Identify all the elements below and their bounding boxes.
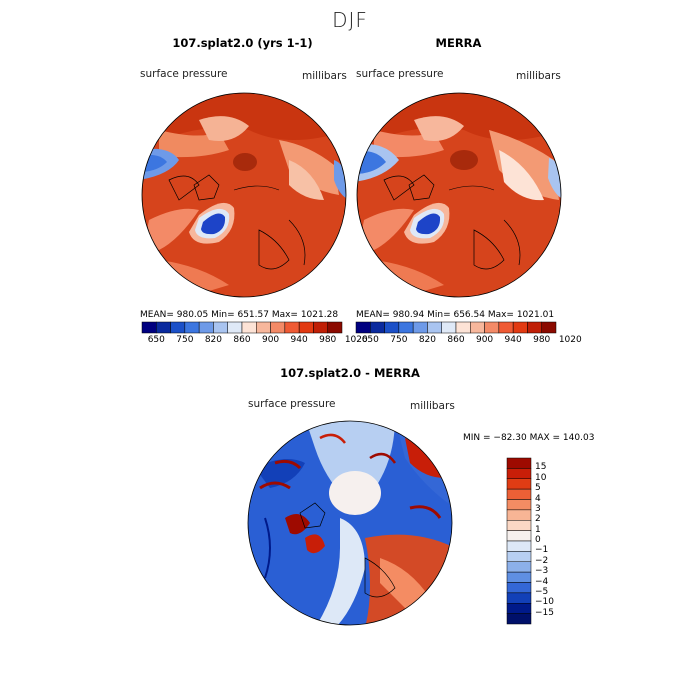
colorbar-obs-tick-label: 900 xyxy=(475,335,494,345)
colorbar-obs-swatch xyxy=(527,321,542,334)
colorbar-difference-swatch xyxy=(506,530,532,542)
colorbar-model-tick-label: 1020 xyxy=(344,335,368,345)
polar-map-difference xyxy=(247,420,453,626)
colorbar-difference-swatch xyxy=(506,582,532,594)
colorbar-obs-swatch xyxy=(384,321,400,334)
colorbar-obs-swatch xyxy=(470,321,485,334)
colorbar-difference-tick-label: 4 xyxy=(535,493,541,504)
colorbar-model-swatch xyxy=(213,321,228,334)
colorbar-obs-swatch xyxy=(370,321,385,334)
colorbar-obs-swatch xyxy=(541,321,557,334)
colorbar-model-swatch xyxy=(298,321,314,334)
pressure-high-center xyxy=(233,153,257,171)
colorbar-obs-swatch xyxy=(427,321,442,334)
panel-title-model: 107.splat2.0 (yrs 1-1) xyxy=(172,36,313,50)
season-title: DJF xyxy=(332,8,368,32)
colorbar-model-swatch xyxy=(313,321,328,334)
colorbar-model-tick-label: 750 xyxy=(176,335,194,345)
colorbar-difference-tick-label: 2 xyxy=(535,514,541,525)
colorbar-difference-tick-label: 3 xyxy=(535,503,541,514)
colorbar-model-tick-label: 650 xyxy=(147,335,165,345)
colorbar-model-swatch xyxy=(327,321,343,334)
colorbar-model-tick-label: 940 xyxy=(290,335,308,345)
colorbar-model-swatch xyxy=(241,321,257,334)
diff-stats: MIN = −82.30 MAX = 140.03 xyxy=(463,433,595,443)
colorbar-model-swatch xyxy=(227,321,243,334)
diff-title: 107.splat2.0 - MERRA xyxy=(280,366,420,380)
colorbar-obs-tick-label: 750 xyxy=(390,335,408,345)
panel-units-model: millibars xyxy=(302,70,347,82)
colorbar-difference-tick-label: 10 xyxy=(535,472,547,483)
stats-obs: MEAN= 980.94 Min= 656.54 Max= 1021.01 xyxy=(356,310,555,320)
colorbar-model-swatch xyxy=(284,321,300,334)
diff-variable: surface pressure xyxy=(248,398,336,410)
colorbar-difference-swatch xyxy=(506,457,532,469)
greenland-low xyxy=(201,213,226,235)
colorbar-difference-swatch xyxy=(506,478,532,490)
colorbar-obs-tick-label: 860 xyxy=(447,335,465,345)
colorbar-difference-swatch xyxy=(506,561,532,573)
colorbar-difference-swatch xyxy=(506,540,532,552)
colorbar-model-swatch xyxy=(170,321,186,334)
polar-map-model xyxy=(141,92,347,298)
colorbar-difference-swatch xyxy=(506,520,532,531)
colorbar-model-tick-label: 900 xyxy=(261,335,280,345)
colorbar-obs-tick-label: 650 xyxy=(361,335,379,345)
colorbar-obs-tick-label: 980 xyxy=(533,335,551,345)
colorbar-obs xyxy=(355,321,557,334)
colorbar-obs-swatch xyxy=(441,321,457,334)
colorbar-difference-tick-label: 15 xyxy=(535,462,547,473)
colorbar-model-swatch xyxy=(141,321,157,334)
polar-map-obs xyxy=(356,92,562,298)
colorbar-difference xyxy=(506,457,532,625)
colorbar-obs-swatch xyxy=(398,321,414,334)
colorbar-difference-tick-label: −3 xyxy=(535,566,549,577)
colorbar-obs-swatch xyxy=(512,321,528,334)
colorbar-difference-swatch xyxy=(506,571,532,583)
colorbar-difference-swatch xyxy=(506,509,532,521)
colorbar-difference-tick-label: 1 xyxy=(535,524,541,535)
colorbar-model-tick-label: 860 xyxy=(233,335,251,345)
colorbar-difference-tick-label: 5 xyxy=(535,483,541,494)
colorbar-model-swatch xyxy=(184,321,200,334)
colorbar-difference-swatch xyxy=(506,499,532,511)
colorbar-obs-swatch xyxy=(498,321,514,334)
colorbar-model-swatch xyxy=(270,321,286,334)
panel-units-obs: millibars xyxy=(516,70,561,82)
colorbar-obs-tick-label: 820 xyxy=(418,335,437,345)
diff-units: millibars xyxy=(410,400,455,412)
colorbar-difference-tick-label: −1 xyxy=(535,545,549,556)
colorbar-difference-tick-label: 0 xyxy=(535,535,541,545)
pressure-high-center xyxy=(450,150,478,170)
colorbar-obs-tick-label: 940 xyxy=(504,335,522,345)
panel-title-obs: MERRA xyxy=(435,36,482,50)
colorbar-obs-swatch xyxy=(484,321,500,334)
colorbar-model-swatch xyxy=(198,321,214,334)
colorbar-model-tick-label: 820 xyxy=(204,335,223,345)
colorbar-obs-tick-label: 1020 xyxy=(558,335,582,345)
colorbar-difference-swatch xyxy=(506,592,532,604)
colorbar-model-swatch xyxy=(156,321,171,334)
greenland-low xyxy=(416,213,441,235)
colorbar-difference-tick-label: −10 xyxy=(535,597,554,608)
colorbar-obs-swatch xyxy=(455,321,471,334)
colorbar-difference-swatch xyxy=(506,488,532,500)
colorbar-difference-tick-label: −2 xyxy=(535,555,549,566)
colorbar-obs-swatch xyxy=(412,321,428,334)
colorbar-difference-tick-label: −15 xyxy=(535,607,554,618)
colorbar-model xyxy=(141,321,343,334)
colorbar-model-swatch xyxy=(256,321,271,334)
panel-variable-obs: surface pressure xyxy=(356,68,444,80)
colorbar-difference-swatch xyxy=(506,551,532,562)
stats-model: MEAN= 980.05 Min= 651.57 Max= 1021.28 xyxy=(140,310,339,320)
panel-variable-model: surface pressure xyxy=(140,68,228,80)
colorbar-difference-tick-label: −4 xyxy=(535,576,549,587)
colorbar-difference-swatch xyxy=(506,613,532,625)
colorbar-difference-swatch xyxy=(506,603,532,614)
colorbar-difference-swatch xyxy=(506,468,532,479)
colorbar-difference-tick-label: −5 xyxy=(535,586,549,597)
colorbar-model-tick-label: 980 xyxy=(319,335,337,345)
colorbar-obs-swatch xyxy=(355,321,371,334)
